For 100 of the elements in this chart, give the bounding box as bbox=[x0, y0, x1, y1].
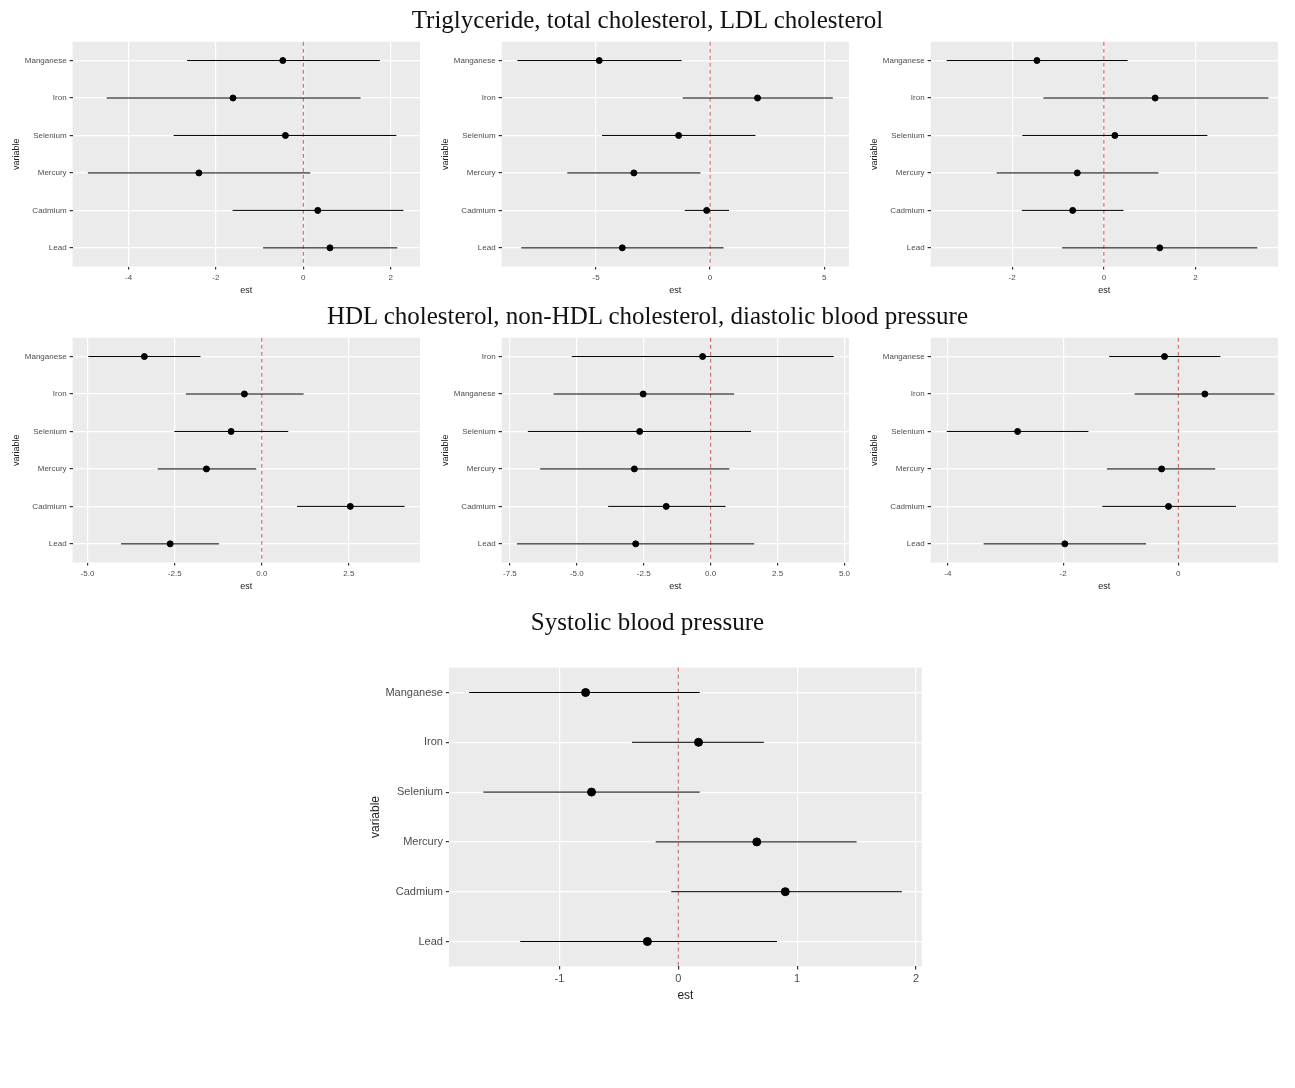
x-tick-label: -4 bbox=[944, 568, 952, 578]
point bbox=[314, 206, 322, 214]
y-tick-label: Cadmium bbox=[32, 205, 67, 215]
point bbox=[636, 427, 644, 435]
point bbox=[1156, 244, 1164, 252]
x-tick-label: 5.0 bbox=[838, 568, 851, 578]
y-tick-label: Iron bbox=[910, 389, 925, 399]
chart-title: HDL cholesterol, non-HDL cholesterol, diastolic blood pressure bbox=[326, 302, 969, 330]
y-tick-label: Iron bbox=[481, 93, 496, 103]
y-tick-label: Mercury bbox=[402, 834, 443, 847]
point bbox=[1014, 427, 1022, 435]
y-tick-label: Selenium bbox=[891, 426, 925, 436]
y-tick-label: Lead bbox=[906, 243, 925, 253]
y-tick-label: Selenium bbox=[33, 426, 67, 436]
y-tick-label: Iron bbox=[52, 93, 67, 103]
y-tick-label: Iron bbox=[423, 735, 443, 748]
x-axis-title: est bbox=[669, 285, 682, 296]
y-tick-label: Lead bbox=[477, 243, 496, 253]
x-tick-label: 0 bbox=[1176, 568, 1182, 578]
x-axis-title: est bbox=[1098, 581, 1111, 592]
x-axis-title: est bbox=[1098, 285, 1111, 296]
point bbox=[580, 688, 590, 697]
x-tick-label: -2.5 bbox=[636, 568, 652, 578]
y-tick-label: Mercury bbox=[37, 168, 67, 178]
y-tick-label: Manganese bbox=[453, 389, 497, 399]
point bbox=[699, 353, 707, 361]
x-tick-label: 2.5 bbox=[771, 568, 784, 578]
x-tick-label: -5.0 bbox=[80, 568, 96, 578]
y-axis-title: variable bbox=[439, 138, 450, 170]
y-tick-label: Lead bbox=[417, 934, 443, 947]
point bbox=[195, 169, 203, 177]
point bbox=[1161, 353, 1169, 361]
y-tick-label: Lead bbox=[48, 243, 67, 253]
y-tick-label: Selenium bbox=[891, 130, 925, 140]
x-tick-label: 1 bbox=[793, 972, 800, 985]
x-tick-label: 0.0 bbox=[705, 568, 717, 578]
y-tick-label: Iron bbox=[910, 93, 925, 103]
point bbox=[630, 169, 638, 177]
y-tick-label: Manganese bbox=[453, 55, 497, 65]
y-tick-label: Cadmium bbox=[890, 205, 925, 215]
chart-title: Systolic blood pressure bbox=[530, 608, 765, 636]
point bbox=[1201, 390, 1209, 398]
x-axis-title: est bbox=[669, 581, 682, 592]
y-axis-title: variable bbox=[10, 434, 21, 466]
x-tick-label: -2.5 bbox=[167, 568, 183, 578]
point bbox=[751, 837, 761, 847]
point bbox=[140, 353, 148, 361]
x-tick-label: -4 bbox=[124, 272, 133, 282]
point bbox=[279, 57, 287, 65]
point bbox=[693, 737, 703, 747]
point bbox=[632, 540, 640, 548]
point bbox=[202, 465, 210, 473]
y-tick-label: Iron bbox=[52, 389, 67, 399]
y-axis-title: variable bbox=[868, 434, 879, 466]
y-tick-label: Manganese bbox=[24, 55, 68, 65]
y-axis-title: variable bbox=[439, 434, 450, 466]
x-tick-label: -2 bbox=[1008, 272, 1017, 282]
point bbox=[240, 390, 248, 398]
point bbox=[618, 244, 626, 252]
x-tick-label: -2 bbox=[212, 272, 221, 282]
point bbox=[1033, 57, 1041, 65]
y-tick-label: Selenium bbox=[462, 130, 496, 140]
point bbox=[166, 540, 174, 548]
point bbox=[630, 465, 638, 473]
point bbox=[780, 887, 790, 897]
y-tick-label: Manganese bbox=[882, 55, 926, 65]
y-tick-label: Manganese bbox=[882, 351, 926, 361]
point bbox=[639, 390, 647, 398]
point bbox=[595, 57, 603, 65]
y-tick-label: Mercury bbox=[895, 464, 925, 474]
point bbox=[1061, 540, 1069, 548]
y-tick-label: Mercury bbox=[466, 168, 496, 178]
y-axis-title: variable bbox=[367, 795, 382, 839]
x-axis-title: est bbox=[240, 581, 253, 592]
x-tick-label: 2.5 bbox=[343, 568, 356, 578]
point bbox=[1073, 169, 1081, 177]
x-tick-label: 0 bbox=[1101, 272, 1107, 282]
x-tick-label: -2 bbox=[1059, 568, 1068, 578]
point bbox=[662, 502, 670, 510]
point bbox=[1151, 94, 1159, 102]
chart-title: Triglyceride, total cholesterol, LDL cholesterol bbox=[411, 6, 884, 34]
y-tick-label: Manganese bbox=[384, 685, 443, 698]
y-tick-label: Mercury bbox=[895, 168, 925, 178]
x-tick-label: -5 bbox=[592, 272, 601, 282]
point bbox=[675, 131, 683, 139]
x-axis-title: est bbox=[240, 285, 253, 296]
y-axis-title: variable bbox=[10, 138, 21, 170]
y-tick-label: Manganese bbox=[24, 351, 68, 361]
x-tick-label: 0 bbox=[707, 272, 713, 282]
point bbox=[1069, 206, 1077, 214]
point bbox=[326, 244, 334, 252]
x-tick-label: -5.0 bbox=[569, 568, 585, 578]
y-tick-label: Lead bbox=[477, 539, 496, 549]
y-tick-label: Cadmium bbox=[32, 501, 67, 511]
y-axis-title: variable bbox=[868, 138, 879, 170]
x-tick-label: 0 bbox=[674, 972, 681, 985]
y-tick-label: Mercury bbox=[37, 464, 67, 474]
y-tick-label: Cadmium bbox=[461, 205, 496, 215]
x-tick-label: 5 bbox=[821, 272, 827, 282]
x-axis-title: est bbox=[676, 988, 694, 1003]
